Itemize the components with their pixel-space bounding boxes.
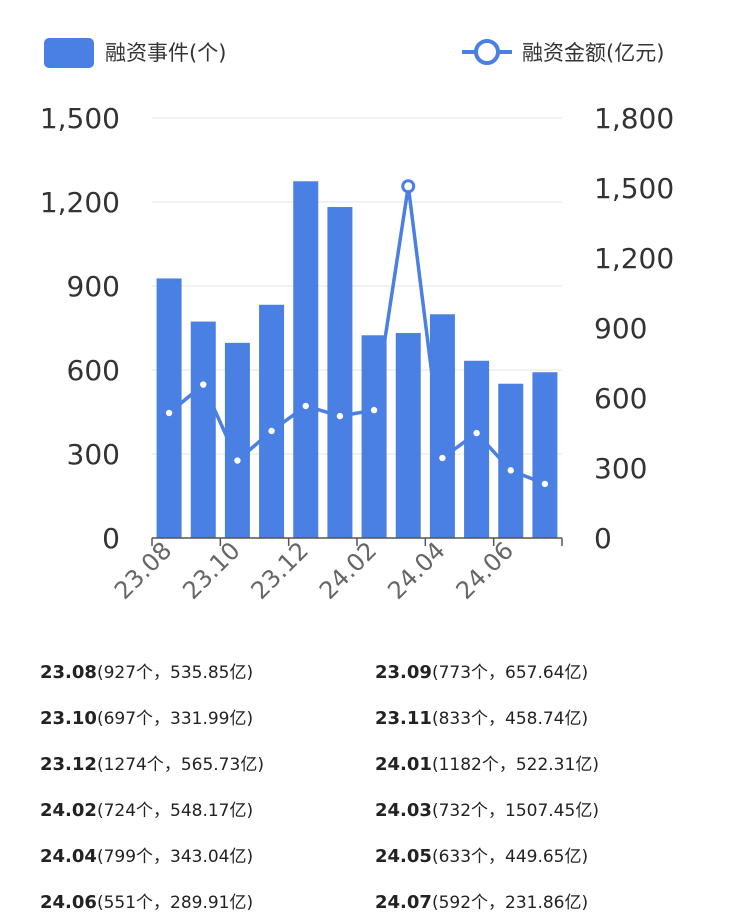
x-tick-label: 23.12 — [246, 536, 314, 604]
y-right-tick-label: 600 — [594, 382, 647, 415]
entry-detail: (551个，289.91亿) — [96, 893, 254, 913]
entry-month: 24.07 — [375, 892, 432, 913]
legend-line-label: 融资金额(亿元) — [522, 41, 664, 65]
bar-24.05 — [464, 360, 490, 538]
x-tick-label: 24.06 — [451, 536, 519, 604]
legend-line-marker — [474, 39, 500, 65]
bar-23.11 — [259, 304, 285, 538]
line-point-23.08 — [165, 409, 173, 417]
legend-bar-label: 融资事件(个) — [105, 41, 226, 65]
entry-detail: (633个，449.65亿) — [431, 847, 589, 867]
bar-24.07 — [532, 372, 558, 538]
bar-24.01 — [327, 207, 353, 539]
entry-month: 24.04 — [40, 846, 97, 867]
bar-23.08 — [156, 278, 182, 538]
entry-detail: (1182个，522.31亿) — [431, 755, 599, 775]
line-point-23.11 — [268, 427, 275, 435]
x-tick-label: 23.10 — [177, 536, 245, 604]
bar-24.04 — [429, 314, 455, 538]
x-tick-label: 24.02 — [314, 536, 382, 604]
x-tick-label: 24.04 — [382, 536, 450, 604]
line-point-24.02 — [370, 406, 378, 414]
entry-month: 23.12 — [40, 754, 97, 775]
entry-detail: (799个，343.04亿) — [96, 847, 254, 867]
line-point-24.07 — [541, 480, 549, 488]
entry-detail: (927个，535.85亿) — [96, 663, 254, 683]
entry-detail: (592个，231.86亿) — [431, 893, 589, 913]
line-point-24.03 — [401, 179, 416, 194]
data-entry-24.02: 24.02(724个，548.17亿) — [40, 796, 253, 821]
entry-month: 23.10 — [40, 708, 97, 729]
entry-month: 23.08 — [40, 662, 97, 683]
data-entry-23.10: 23.10(697个，331.99亿) — [40, 704, 253, 729]
data-entry-23.12: 23.12(1274个，565.73亿) — [40, 750, 264, 775]
entry-month: 23.11 — [375, 708, 432, 729]
data-entry-24.05: 24.05(633个，449.65亿) — [375, 842, 588, 867]
line-point-24.01 — [336, 412, 344, 420]
bar-23.12 — [293, 181, 319, 538]
line-point-23.12 — [302, 402, 309, 410]
data-entry-23.08: 23.08(927个，535.85亿) — [40, 658, 253, 683]
line-point-24.06 — [507, 467, 514, 474]
y-right-tick-label: 1,500 — [594, 172, 674, 205]
data-entry-23.11: 23.11(833个，458.74亿) — [375, 704, 588, 729]
entry-detail: (773个，657.64亿) — [431, 663, 589, 683]
entry-detail: (724个，548.17亿) — [96, 801, 254, 821]
data-entry-23.09: 23.09(773个，657.64亿) — [375, 658, 588, 683]
line-point-24.04 — [439, 454, 446, 462]
y-right-tick-label: 1,800 — [594, 102, 674, 135]
bar-24.02 — [361, 335, 387, 538]
entry-month: 23.09 — [375, 662, 432, 683]
y-left-tick-label: 1,200 — [40, 186, 120, 219]
legend-bar-swatch — [44, 38, 94, 68]
y-left-tick-label: 1,500 — [40, 102, 120, 135]
financing-chart: 融资事件(个) 融资金额(亿元) 0 300 600 900 1,200 1,500 0 300 6… — [40, 38, 674, 605]
data-entry-24.07: 24.07(592个，231.86亿) — [375, 888, 588, 913]
entry-detail: (833个，458.74亿) — [431, 709, 589, 729]
data-entry-24.03: 24.03(732个，1507.45亿) — [375, 796, 599, 821]
y-right-tick-label: 300 — [594, 452, 647, 485]
line-point-23.10 — [234, 457, 241, 464]
y-right-tick-label: 1,200 — [594, 242, 674, 275]
entry-month: 24.06 — [40, 892, 97, 913]
amount-line — [167, 184, 546, 486]
y-left-tick-label: 300 — [67, 438, 120, 471]
y-left-tick-label: 0 — [102, 522, 120, 555]
entry-month: 24.05 — [375, 846, 432, 867]
data-entry-24.06: 24.06(551个，289.91亿) — [40, 888, 253, 913]
entry-detail: (1274个，565.73亿) — [96, 755, 264, 775]
y-right-tick-label: 900 — [594, 312, 647, 345]
entry-detail: (732个，1507.45亿) — [431, 801, 599, 821]
bar-24.03 — [395, 333, 421, 538]
entry-month: 24.01 — [375, 754, 432, 775]
line-point-24.05 — [473, 429, 480, 437]
data-entry-24.04: 24.04(799个，343.04亿) — [40, 842, 253, 867]
data-entry-24.01: 24.01(1182个，522.31亿) — [375, 750, 599, 775]
y-left-tick-label: 600 — [67, 354, 120, 387]
entry-detail: (697个，331.99亿) — [96, 709, 254, 729]
entry-month: 24.03 — [375, 800, 432, 821]
entry-month: 24.02 — [40, 800, 97, 821]
y-right-tick-label: 0 — [594, 522, 612, 555]
bar-23.09 — [190, 321, 216, 538]
y-left-tick-label: 900 — [67, 270, 120, 303]
line-point-23.09 — [200, 381, 207, 388]
